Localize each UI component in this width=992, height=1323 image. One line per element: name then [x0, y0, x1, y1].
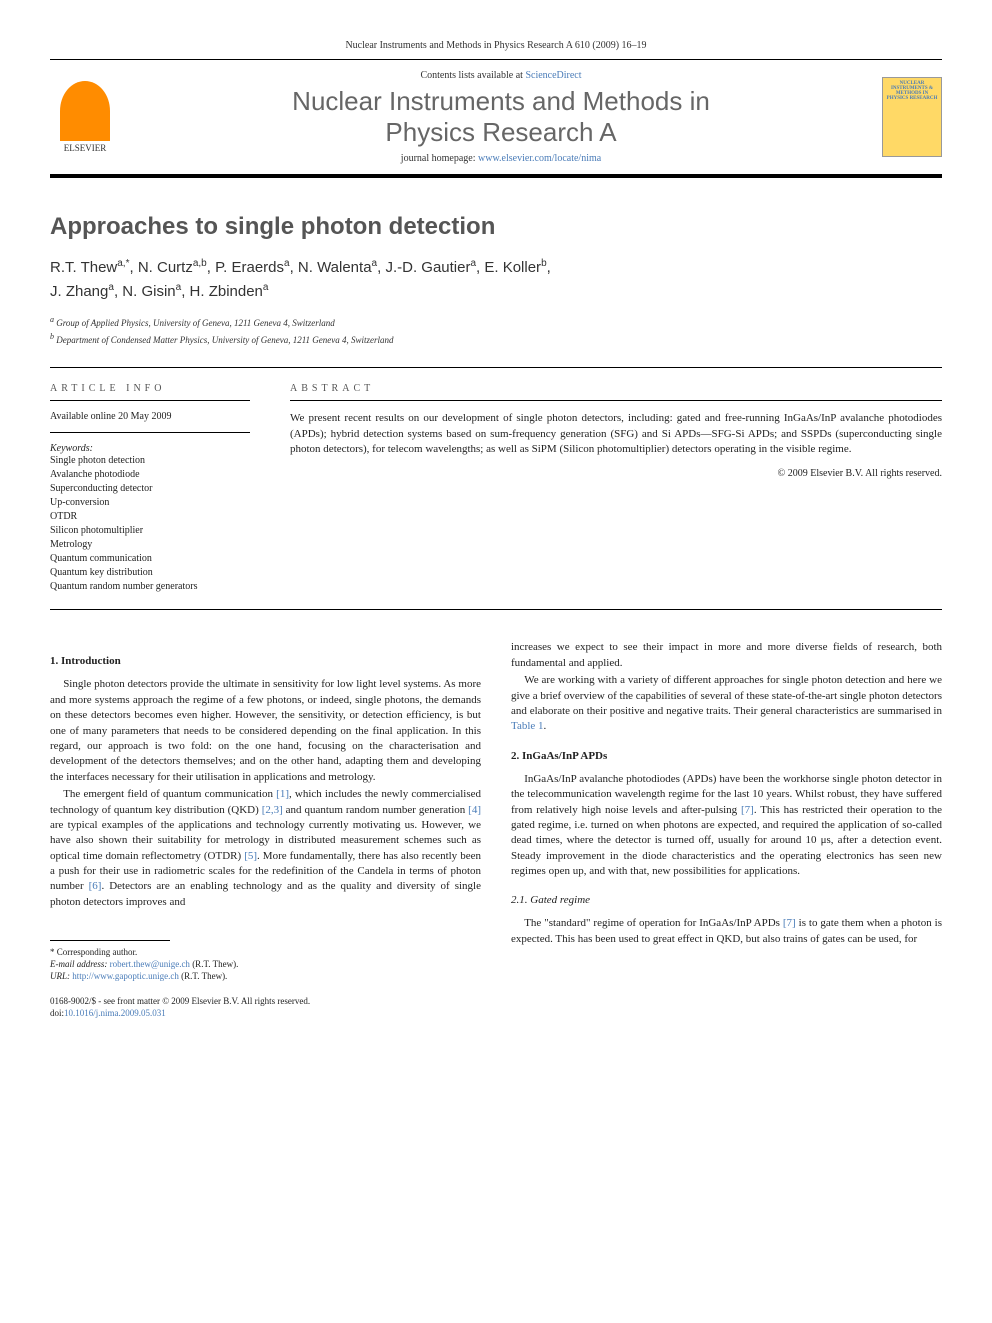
keyword-item: Quantum random number generators [50, 580, 250, 594]
keyword-item: Single photon detection [50, 454, 250, 468]
email-line: E-mail address: robert.thew@unige.ch (R.… [50, 959, 481, 969]
contents-text: Contents lists available at [420, 70, 525, 81]
journal-title-line2: Physics Research A [135, 117, 867, 148]
authors-line2: J. Zhanga, N. Gisina, H. Zbindena [50, 280, 942, 304]
ref-link[interactable]: [7] [741, 804, 754, 816]
body-paragraph: InGaAs/InP avalanche photodiodes (APDs) … [511, 772, 942, 880]
homepage-link[interactable]: www.elsevier.com/locate/nima [478, 153, 601, 164]
author-name: J. Zhang [50, 283, 108, 300]
homepage-line: journal homepage: www.elsevier.com/locat… [135, 153, 867, 164]
keyword-item: Quantum key distribution [50, 566, 250, 580]
info-abstract-row: ARTICLE INFO Available online 20 May 200… [50, 367, 942, 610]
affil-sup: a,b [193, 258, 207, 269]
author-name: , N. Curtz [129, 259, 192, 276]
abstract-column: ABSTRACT We present recent results on ou… [290, 383, 942, 594]
table-link[interactable]: Table 1 [511, 720, 544, 732]
journal-cover-icon: NUCLEAR INSTRUMENTS & METHODS IN PHYSICS… [882, 77, 942, 157]
author-sep: , [547, 259, 551, 276]
article-info-heading: ARTICLE INFO [50, 383, 250, 401]
left-column: 1. Introduction Single photon detectors … [50, 640, 481, 1019]
elsevier-tree-icon [60, 81, 110, 141]
author-name: , P. Eraerds [207, 259, 284, 276]
affil-sup: a,* [117, 258, 129, 269]
ref-link[interactable]: [1] [276, 788, 289, 800]
body-paragraph: The "standard" regime of operation for I… [511, 916, 942, 947]
article-title: Approaches to single photon detection [50, 213, 942, 241]
ref-link[interactable]: [5] [244, 850, 257, 862]
ref-link[interactable]: [4] [468, 804, 481, 816]
sciencedirect-link[interactable]: ScienceDirect [525, 70, 581, 81]
keywords-label: Keywords: [50, 443, 250, 454]
available-online: Available online 20 May 2009 [50, 411, 250, 433]
keyword-item: Avalanche photodiode [50, 468, 250, 482]
article-info: ARTICLE INFO Available online 20 May 200… [50, 383, 250, 594]
issn-line: 0168-9002/$ - see front matter © 2009 El… [50, 996, 481, 1008]
footer-meta: 0168-9002/$ - see front matter © 2009 El… [50, 996, 481, 1019]
corresponding-author: * Corresponding author. [50, 947, 481, 957]
header-box: ELSEVIER Contents lists available at Sci… [50, 59, 942, 178]
section-21-heading: 2.1. Gated regime [511, 894, 942, 906]
authors: R.T. Thewa,*, N. Curtza,b, P. Eraerdsa, … [50, 256, 942, 304]
footer-separator [50, 940, 170, 941]
ref-link[interactable]: [2,3] [262, 804, 283, 816]
affiliation-a: a Group of Applied Physics, University o… [50, 314, 942, 331]
body-paragraph: We are working with a variety of differe… [511, 673, 942, 735]
section-1-heading: 1. Introduction [50, 655, 481, 667]
section-2-heading: 2. InGaAs/InP APDs [511, 750, 942, 762]
keyword-item: Metrology [50, 538, 250, 552]
abstract-text: We present recent results on our develop… [290, 411, 942, 457]
keyword-item: Superconducting detector [50, 482, 250, 496]
copyright-line: © 2009 Elsevier B.V. All rights reserved… [290, 468, 942, 479]
contents-line: Contents lists available at ScienceDirec… [135, 70, 867, 81]
doi-line: doi:10.1016/j.nima.2009.05.031 [50, 1008, 481, 1020]
body-paragraph: Single photon detectors provide the ulti… [50, 677, 481, 785]
author-name: , H. Zbinden [181, 283, 263, 300]
author-name: , N. Walenta [290, 259, 372, 276]
body-paragraph: The emergent field of quantum communicat… [50, 787, 481, 910]
author-name: , J.-D. Gautier [377, 259, 470, 276]
body-paragraph: increases we expect to see their impact … [511, 640, 942, 671]
affiliations: a Group of Applied Physics, University o… [50, 314, 942, 347]
author-name: , E. Koller [476, 259, 541, 276]
journal-header: Nuclear Instruments and Methods in Physi… [50, 40, 942, 51]
author-name: , N. Gisin [114, 283, 176, 300]
affiliation-b: b Department of Condensed Matter Physics… [50, 331, 942, 348]
ref-link[interactable]: [7] [783, 917, 796, 929]
keyword-item: Quantum communication [50, 552, 250, 566]
url-link[interactable]: http://www.gapoptic.unige.ch [72, 971, 179, 981]
ref-link[interactable]: [6] [89, 880, 102, 892]
header-center: Contents lists available at ScienceDirec… [135, 70, 867, 164]
journal-title: Nuclear Instruments and Methods in Physi… [135, 86, 867, 148]
journal-title-line1: Nuclear Instruments and Methods in [135, 86, 867, 117]
elsevier-label: ELSEVIER [64, 143, 107, 153]
homepage-text: journal homepage: [401, 153, 478, 164]
doi-link[interactable]: 10.1016/j.nima.2009.05.031 [64, 1008, 166, 1018]
right-column: increases we expect to see their impact … [511, 640, 942, 1019]
email-link[interactable]: robert.thew@unige.ch [110, 959, 190, 969]
elsevier-logo: ELSEVIER [50, 77, 120, 157]
authors-line1: R.T. Thewa,*, N. Curtza,b, P. Eraerdsa, … [50, 256, 942, 280]
keyword-item: OTDR [50, 510, 250, 524]
keyword-item: Up-conversion [50, 496, 250, 510]
abstract-heading: ABSTRACT [290, 383, 942, 401]
affil-sup: a [263, 282, 269, 293]
author-name: R.T. Thew [50, 259, 117, 276]
keyword-item: Silicon photomultiplier [50, 524, 250, 538]
url-line: URL: http://www.gapoptic.unige.ch (R.T. … [50, 971, 481, 981]
body-columns: 1. Introduction Single photon detectors … [50, 640, 942, 1019]
